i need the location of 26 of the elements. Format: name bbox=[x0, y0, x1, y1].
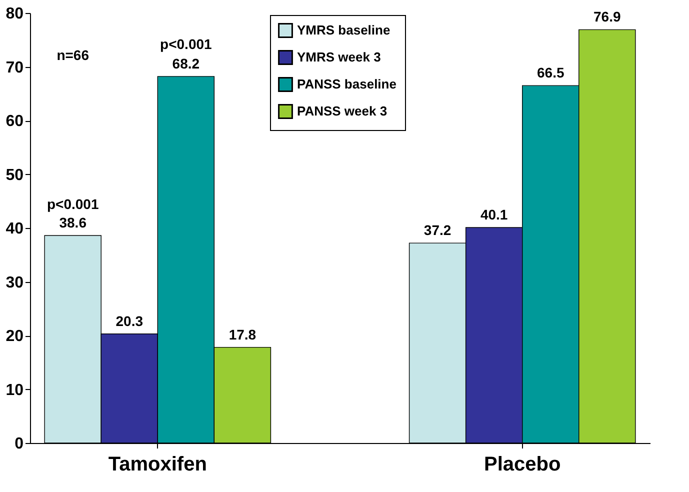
legend-label: YMRS week 3 bbox=[297, 50, 381, 64]
legend-label: YMRS baseline bbox=[297, 22, 390, 38]
annotation: p<0.001 bbox=[160, 36, 212, 52]
data-label: 37.2 bbox=[424, 222, 452, 238]
data-label: 40.1 bbox=[480, 206, 508, 222]
y-tick-label: 0 bbox=[14, 436, 24, 452]
legend-label: PANSS baseline bbox=[297, 76, 396, 92]
y-tick-label: 60 bbox=[6, 113, 24, 130]
y-tick-label: 80 bbox=[6, 6, 24, 22]
y-tick-label: 70 bbox=[6, 59, 24, 76]
y-tick-label: 20 bbox=[6, 328, 24, 345]
annotation: p<0.001 bbox=[46, 196, 99, 212]
x-tick-label: Tamoxifen bbox=[108, 454, 207, 476]
x-tick-label: Placebo bbox=[484, 454, 561, 476]
annotation: n=66 bbox=[56, 47, 90, 63]
data-label: 68.2 bbox=[172, 55, 200, 72]
y-tick-label: 40 bbox=[6, 220, 24, 238]
data-label: 38.6 bbox=[59, 214, 87, 231]
data-label: 76.9 bbox=[594, 8, 621, 25]
y-tick-label: 30 bbox=[6, 274, 24, 292]
data-label: 20.3 bbox=[116, 312, 144, 329]
data-label: 66.5 bbox=[536, 64, 564, 81]
y-tick-label: 50 bbox=[6, 166, 24, 184]
data-label: 17.8 bbox=[228, 326, 256, 342]
legend-label: PANSS week 3 bbox=[297, 104, 388, 118]
y-tick-label: 10 bbox=[6, 382, 24, 399]
